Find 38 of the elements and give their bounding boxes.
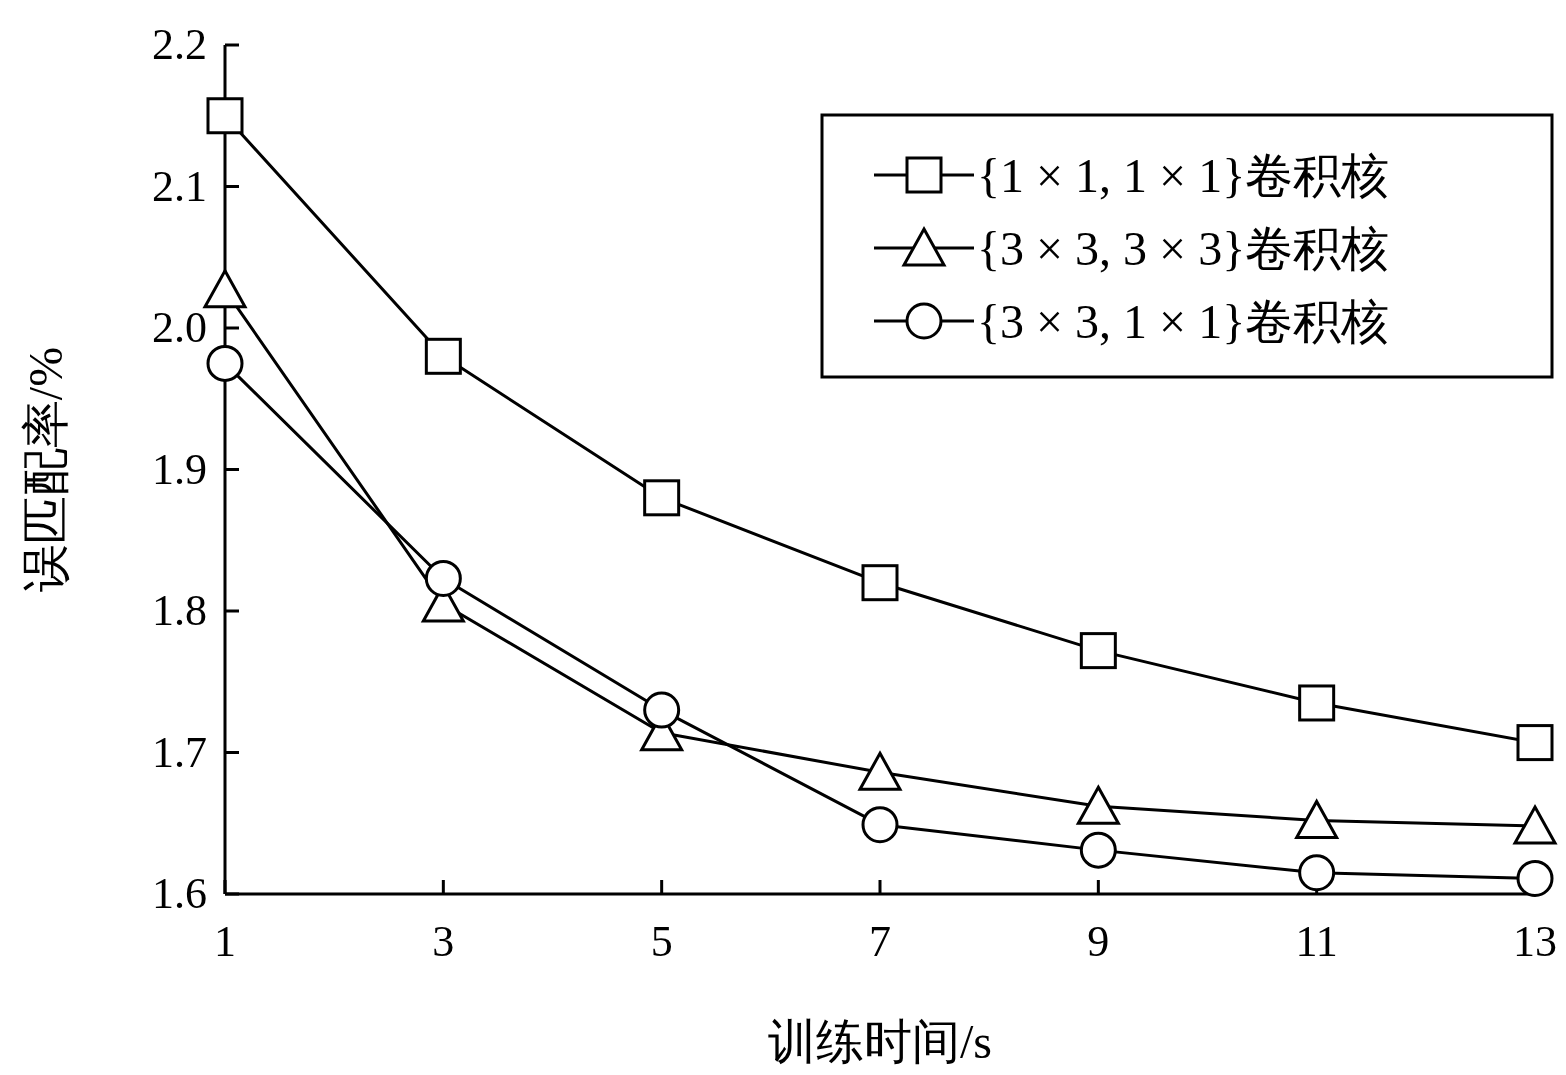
x-tick-label: 11 (1295, 917, 1338, 966)
legend-label: {3 × 3, 3 × 3}卷积核 (977, 222, 1390, 275)
x-axis-title: 训练时间/s (767, 1015, 993, 1068)
y-tick-label: 1.9 (152, 444, 207, 494)
legend-label: {1 × 1, 1 × 1}卷积核 (977, 149, 1390, 202)
point (1298, 684, 1336, 722)
point (1298, 854, 1336, 892)
y-tick-label: 2.2 (152, 20, 207, 69)
x-tick-label: 13 (1513, 917, 1557, 966)
point (206, 97, 244, 135)
x-tick-label: 5 (650, 917, 673, 966)
point (643, 479, 681, 517)
point (424, 559, 462, 597)
x-tick-label: 9 (1087, 917, 1110, 966)
point (861, 564, 899, 602)
y-tick-label: 1.6 (152, 869, 207, 918)
point (1076, 785, 1120, 825)
x-tick-label: 1 (214, 917, 236, 966)
point (1513, 805, 1557, 845)
y-tick-label: 2.1 (152, 161, 207, 211)
point (1079, 632, 1117, 670)
point (424, 337, 462, 375)
y-tick-label: 2.0 (152, 303, 207, 352)
x-tick-label: 7 (869, 917, 891, 966)
point (643, 691, 681, 729)
point (1516, 859, 1554, 897)
y-axis-title: 误匹配率/% (19, 346, 72, 593)
y-tick-label: 1.8 (152, 586, 207, 635)
point (858, 751, 902, 791)
y-tick-label: 1.7 (152, 727, 207, 777)
x-tick-label: 3 (432, 917, 455, 966)
point (1295, 799, 1339, 839)
point (861, 806, 899, 844)
point (1516, 724, 1554, 762)
point (203, 269, 247, 309)
point (1079, 831, 1117, 869)
legend-label: {3 × 3, 1 × 1}卷积核 (977, 295, 1390, 348)
point (206, 344, 244, 382)
